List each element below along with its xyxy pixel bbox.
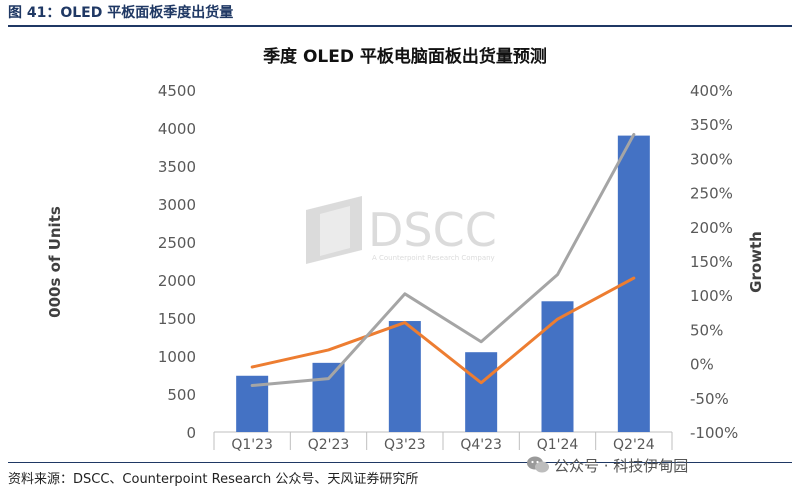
growth-line-1: [250, 276, 636, 385]
left-tick-label: 1000: [158, 348, 196, 366]
left-tick-label: 0: [186, 424, 196, 442]
bar-series: [236, 135, 650, 432]
bottom-rule: [8, 462, 792, 463]
right-tick-label: 100%: [690, 287, 733, 305]
chart: 季度 OLED 平板电脑面板出货量预测 DSCC A Counterpoint …: [46, 46, 765, 453]
dscc-logo-icon: [306, 196, 362, 264]
wechat-icon: [527, 456, 549, 473]
right-tick-label: 150%: [690, 253, 733, 271]
right-tick-label: 350%: [690, 116, 733, 134]
y2-axis-label: Growth: [747, 231, 765, 293]
left-tick-label: 2500: [158, 234, 196, 252]
right-tick-label: 300%: [690, 150, 733, 168]
watermark-text: 公众号 · 科技伊甸园: [554, 457, 689, 475]
bar: [465, 352, 498, 432]
right-tick-label: 400%: [690, 82, 733, 100]
dscc-logo-icon-inner: [320, 206, 350, 256]
right-tick-label: 50%: [690, 321, 723, 339]
x-axis-labels: Q1'23 Q2'23 Q3'23 Q4'23 Q1'24 Q2'24: [231, 437, 654, 453]
x-tick-label: Q4'23: [460, 437, 502, 453]
source-note: 资料来源：DSCC、Counterpoint Research 公众号、天风证券…: [8, 472, 419, 487]
bar: [388, 321, 421, 432]
left-tick-label: 1500: [158, 310, 196, 328]
right-tick-label: 250%: [690, 185, 733, 203]
right-tick-label: -100%: [690, 424, 738, 442]
x-tick-label: Q3'23: [384, 437, 426, 453]
growth-line-2: [250, 132, 636, 387]
left-tick-label: 4000: [158, 120, 196, 138]
line-series: [250, 132, 636, 387]
top-rule: [8, 25, 792, 27]
bar: [312, 362, 345, 432]
left-axis-ticks: 0 500 1000 1500 2000 2500 3000 3500 4000 4500: [158, 82, 196, 442]
dscc-logo-subtext: A Counterpoint Research Company: [372, 254, 495, 262]
left-tick-label: 3500: [158, 158, 196, 176]
right-axis-ticks: -100% -50% 0% 50% 100% 150% 200% 250% 300% 350% 40…: [690, 82, 738, 442]
x-tick-label: Q2'24: [613, 437, 655, 453]
x-tick-label: Q1'23: [231, 437, 273, 453]
y-axis-label: 000s of Units: [46, 206, 64, 318]
dscc-logo: DSCC A Counterpoint Research Company: [306, 196, 497, 264]
right-tick-label: 0%: [690, 356, 714, 374]
right-tick-label: 200%: [690, 219, 733, 237]
dscc-logo-text: DSCC: [368, 203, 497, 257]
x-axis-ticks: [213, 432, 673, 450]
x-tick-label: Q1'24: [537, 437, 579, 453]
chart-title: 季度 OLED 平板电脑面板出货量预测: [263, 46, 547, 67]
left-tick-label: 500: [167, 386, 196, 404]
x-tick-label: Q2'23: [308, 437, 350, 453]
left-tick-label: 4500: [158, 82, 196, 100]
left-tick-label: 2000: [158, 272, 196, 290]
right-tick-label: -50%: [690, 390, 729, 408]
bar: [541, 301, 574, 432]
left-tick-label: 3000: [158, 196, 196, 214]
figure-title: 图 41：OLED 平板面板季度出货量: [8, 5, 234, 21]
